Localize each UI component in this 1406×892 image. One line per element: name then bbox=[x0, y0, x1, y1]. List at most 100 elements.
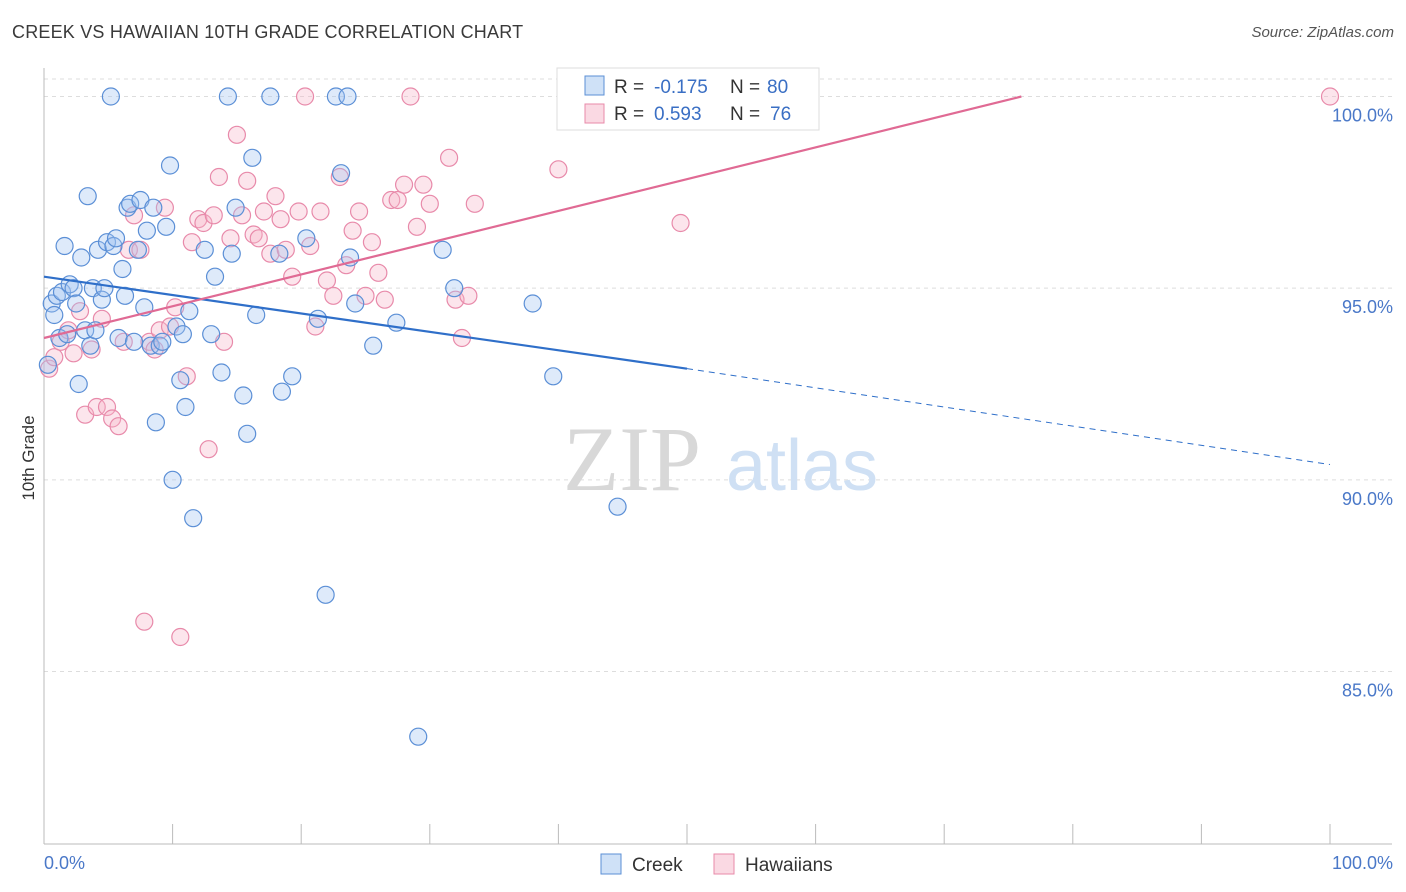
creek-point-44 bbox=[171, 371, 190, 390]
watermark-atlas: atlas bbox=[726, 426, 878, 506]
y-tick-label-95: 95.0% bbox=[1342, 297, 1393, 317]
creek-point-46 bbox=[176, 397, 195, 417]
chart-title: CREEK VS HAWAIIAN 10TH GRADE CORRELATION… bbox=[12, 22, 524, 42]
hawaiians-r-label: R = bbox=[614, 104, 644, 125]
y-tick-label-90: 90.0% bbox=[1342, 489, 1393, 509]
creek-point-0 bbox=[38, 355, 57, 374]
creek-point-9 bbox=[64, 279, 83, 298]
creek-point-12 bbox=[72, 248, 91, 267]
creek-point-50 bbox=[202, 325, 221, 344]
legend-creek-label: Creek bbox=[632, 855, 683, 876]
creek-point-29 bbox=[121, 194, 140, 213]
creek-point-36 bbox=[144, 198, 163, 217]
hawaiians-point-75 bbox=[1320, 87, 1340, 106]
creek-point-77 bbox=[523, 294, 542, 313]
hawaiians-n-label: N = bbox=[730, 104, 760, 125]
legend-creek-swatch bbox=[600, 853, 622, 875]
hawaiians-point-29 bbox=[199, 440, 218, 459]
creek-point-39 bbox=[153, 332, 172, 351]
creek-point-74 bbox=[409, 727, 428, 746]
creek-point-58 bbox=[243, 148, 262, 167]
creek-point-2 bbox=[45, 305, 64, 325]
hawaiians-point-34 bbox=[227, 125, 246, 144]
hawaiians-point-17 bbox=[135, 612, 154, 631]
creek-points bbox=[38, 87, 627, 746]
y-tick-label-85: 85.0% bbox=[1342, 681, 1393, 701]
hawaiians-point-59 bbox=[375, 290, 394, 309]
hawaiians-point-72 bbox=[549, 160, 568, 179]
hawaiians-point-55 bbox=[349, 202, 369, 221]
creek-r-value: -0.175 bbox=[654, 77, 708, 98]
creek-point-31 bbox=[128, 240, 147, 259]
hawaiians-n-value: 76 bbox=[770, 104, 791, 125]
hawaiians-point-54 bbox=[343, 221, 362, 240]
hawaiians-r-value: 0.593 bbox=[654, 104, 702, 125]
watermark: ZIP atlas bbox=[563, 408, 878, 510]
creek-point-51 bbox=[205, 267, 225, 286]
creek-point-22 bbox=[101, 87, 120, 106]
hawaiians-point-38 bbox=[249, 229, 268, 248]
hawaiians-point-49 bbox=[311, 202, 330, 221]
creek-trend-line bbox=[43, 275, 688, 370]
hawaiians-point-39 bbox=[254, 202, 274, 221]
creek-point-57 bbox=[238, 424, 257, 443]
creek-point-56 bbox=[234, 386, 253, 405]
creek-point-20 bbox=[95, 279, 114, 298]
creek-point-62 bbox=[272, 382, 292, 401]
hawaiians-point-63 bbox=[401, 87, 420, 106]
creek-point-40 bbox=[157, 217, 176, 236]
x-tick-label-min: 0.0% bbox=[44, 853, 85, 873]
creek-point-71 bbox=[346, 294, 365, 313]
hawaiians-point-67 bbox=[439, 148, 459, 167]
creek-point-30 bbox=[124, 332, 144, 351]
tick-labels: 85.0% 90.0% 95.0% 100.0% 0.0% 100.0% bbox=[44, 106, 1393, 874]
stats-legend: R = -0.175 N = 80 R = 0.593 N = 76 bbox=[556, 67, 820, 131]
hawaiians-point-70 bbox=[459, 286, 478, 305]
hawaiians-point-66 bbox=[420, 194, 439, 213]
watermark-zip: ZIP bbox=[563, 408, 701, 510]
creek-point-37 bbox=[146, 413, 165, 432]
hawaiians-trend-line bbox=[43, 95, 1022, 340]
creek-point-41 bbox=[160, 156, 180, 175]
y-tick-label-100: 100.0% bbox=[1332, 106, 1393, 126]
hawaiians-point-31 bbox=[209, 167, 228, 187]
hawaiians-point-71 bbox=[465, 194, 484, 213]
hawaiians-swatch bbox=[584, 103, 605, 124]
hawaiians-point-61 bbox=[388, 190, 407, 210]
hawaiians-point-51 bbox=[324, 286, 343, 305]
hawaiians-point-57 bbox=[362, 233, 382, 252]
hawaiians-point-41 bbox=[266, 187, 285, 206]
creek-point-26 bbox=[113, 259, 132, 279]
creek-point-63 bbox=[283, 367, 302, 386]
hawaiians-point-56 bbox=[356, 286, 375, 305]
creek-point-60 bbox=[261, 87, 280, 106]
creek-r-label: R = bbox=[614, 77, 644, 98]
creek-point-47 bbox=[180, 302, 199, 321]
hawaiians-point-45 bbox=[289, 202, 308, 221]
creek-point-68 bbox=[331, 164, 351, 183]
creek-point-42 bbox=[163, 470, 182, 489]
hawaiians-point-62 bbox=[394, 175, 414, 194]
creek-point-49 bbox=[195, 240, 214, 259]
creek-point-69 bbox=[338, 87, 357, 106]
creek-point-66 bbox=[316, 585, 335, 604]
hawaiians-point-8 bbox=[87, 397, 106, 417]
hawaiians-point-12 bbox=[109, 417, 128, 436]
hawaiians-point-36 bbox=[238, 171, 257, 190]
hawaiians-point-33 bbox=[221, 229, 240, 248]
hawaiians-point-42 bbox=[271, 210, 290, 229]
hawaiians-point-50 bbox=[317, 271, 337, 290]
creek-n-label: N = bbox=[730, 77, 760, 98]
grid-lines bbox=[44, 78, 1392, 672]
creek-point-59 bbox=[247, 305, 266, 325]
creek-point-6 bbox=[55, 236, 74, 256]
creek-point-76 bbox=[445, 279, 464, 298]
creek-point-64 bbox=[297, 229, 316, 248]
creek-point-11 bbox=[69, 374, 88, 394]
creek-point-25 bbox=[109, 328, 128, 348]
creek-point-15 bbox=[81, 336, 100, 355]
creek-swatch bbox=[584, 75, 605, 96]
creek-point-65 bbox=[308, 309, 328, 328]
creek-point-78 bbox=[544, 367, 563, 386]
